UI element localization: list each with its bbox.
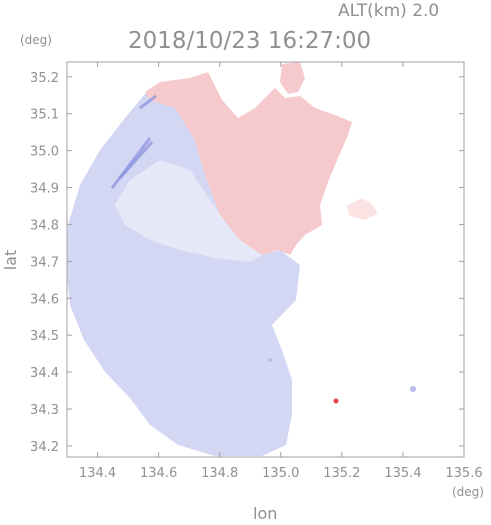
y-tick-label: 34.3 <box>30 403 59 418</box>
y-tick-label: 34.9 <box>30 182 59 197</box>
y-tick-label: 34.6 <box>30 292 59 307</box>
y-tick-label: 34.7 <box>30 255 59 270</box>
positive-velocity-north-lobe <box>280 62 305 94</box>
positive-velocity-region <box>145 72 352 255</box>
echo-speck <box>410 386 416 392</box>
x-axis-ticks: 134.4 134.6 134.8 135.0 135.2 135.4 135.6 <box>79 62 483 481</box>
x-axis-label: lon <box>253 504 277 521</box>
deg-unit-bottom: (deg) <box>452 485 484 499</box>
deg-unit-left: (deg) <box>20 33 52 47</box>
radial-streak <box>110 137 152 189</box>
transition-band <box>115 160 262 262</box>
radar-echo-layer <box>67 62 416 456</box>
y-tick-label: 35.0 <box>30 145 59 160</box>
y-tick-label: 34.8 <box>30 218 59 233</box>
y-tick-label: 34.4 <box>30 366 59 381</box>
timestamp-title: 2018/10/23 16:27:00 <box>128 28 371 54</box>
x-tick-label: 135.4 <box>384 466 421 481</box>
x-tick-label: 134.8 <box>201 466 238 481</box>
x-tick-label: 135.6 <box>445 466 482 481</box>
x-tick-label: 134.6 <box>140 466 177 481</box>
y-axis-label: lat <box>1 250 20 271</box>
echo-speck <box>268 358 272 362</box>
y-axis-ticks: 35.2 35.1 35.0 34.9 34.8 34.7 34.6 34.5 34.4 34.3… <box>30 71 464 455</box>
positive-velocity-east-patch <box>346 198 378 220</box>
x-tick-label: 135.2 <box>323 466 360 481</box>
radial-streak <box>139 94 157 110</box>
plot-frame <box>66 61 465 458</box>
radial-streak <box>118 141 154 179</box>
x-tick-label: 135.0 <box>262 466 299 481</box>
y-tick-label: 35.2 <box>30 71 59 86</box>
altitude-label: ALT(km) 2.0 <box>338 1 439 21</box>
y-tick-label: 34.2 <box>30 440 59 455</box>
negative-velocity-region <box>67 88 300 456</box>
y-tick-label: 34.5 <box>30 329 59 344</box>
y-tick-label: 35.1 <box>30 108 59 123</box>
x-tick-label: 134.4 <box>79 466 116 481</box>
echo-speck <box>333 398 339 404</box>
